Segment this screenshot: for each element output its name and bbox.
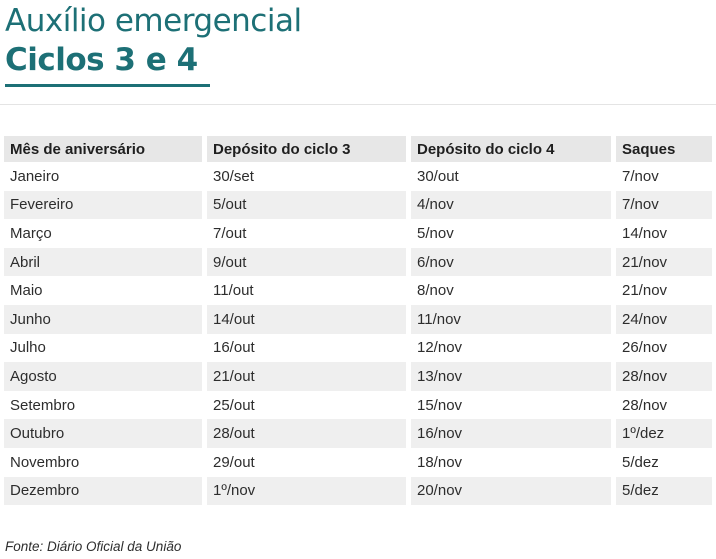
table-row: Agosto 21/out 13/nov 28/nov bbox=[4, 362, 712, 391]
cell-month: Abril bbox=[4, 247, 202, 277]
table-row: Fevereiro 5/out 4/nov 7/nov bbox=[4, 190, 712, 220]
cell-cycle3-date: 14/out bbox=[207, 304, 406, 334]
cell-cycle3-date: 28/out bbox=[207, 419, 406, 448]
cell-cycle3-date: 21/out bbox=[207, 362, 406, 391]
cell-withdrawal-date: 26/nov bbox=[616, 333, 712, 363]
cell-cycle3-date: 29/out bbox=[207, 447, 406, 477]
cell-cycle3-date: 5/out bbox=[207, 190, 406, 220]
table-header-row: Mês de aniversário Depósito do ciclo 3 D… bbox=[4, 136, 712, 162]
table-row: Outubro 28/out 16/nov 1º/dez bbox=[4, 419, 712, 448]
cell-month: Julho bbox=[4, 333, 202, 363]
cell-cycle3-date: 9/out bbox=[207, 247, 406, 277]
cell-cycle4-date: 13/nov bbox=[411, 362, 611, 391]
cell-cycle4-date: 20/nov bbox=[411, 476, 611, 506]
column-header-withdrawals: Saques bbox=[616, 136, 712, 162]
table-row: Março 7/out 5/nov 14/nov bbox=[4, 219, 712, 248]
source-note: Fonte: Diário Oficial da União bbox=[5, 539, 182, 554]
cell-withdrawal-date: 14/nov bbox=[616, 219, 712, 248]
column-header-cycle3-deposit: Depósito do ciclo 3 bbox=[207, 136, 406, 162]
cell-cycle3-date: 30/set bbox=[207, 162, 406, 191]
cell-month: Dezembro bbox=[4, 476, 202, 506]
cell-withdrawal-date: 28/nov bbox=[616, 362, 712, 391]
payment-schedule-table: Mês de aniversário Depósito do ciclo 3 D… bbox=[4, 136, 712, 506]
cell-cycle4-date: 5/nov bbox=[411, 219, 611, 248]
page-title: Auxílio emergencial Ciclos 3 e 4 bbox=[5, 1, 302, 87]
cell-month: Junho bbox=[4, 304, 202, 334]
cell-cycle4-date: 11/nov bbox=[411, 304, 611, 334]
table-row: Abril 9/out 6/nov 21/nov bbox=[4, 247, 712, 277]
cell-cycle3-date: 16/out bbox=[207, 333, 406, 363]
cell-cycle4-date: 8/nov bbox=[411, 276, 611, 305]
cell-month: Maio bbox=[4, 276, 202, 305]
cell-cycle4-date: 18/nov bbox=[411, 447, 611, 477]
cell-cycle3-date: 11/out bbox=[207, 276, 406, 305]
cell-month: Março bbox=[4, 219, 202, 248]
cell-cycle4-date: 30/out bbox=[411, 162, 611, 191]
cell-month: Fevereiro bbox=[4, 190, 202, 220]
table-row: Janeiro 30/set 30/out 7/nov bbox=[4, 162, 712, 191]
table-row: Julho 16/out 12/nov 26/nov bbox=[4, 333, 712, 363]
cell-withdrawal-date: 24/nov bbox=[616, 304, 712, 334]
column-header-cycle4-deposit: Depósito do ciclo 4 bbox=[411, 136, 611, 162]
table-row: Junho 14/out 11/nov 24/nov bbox=[4, 304, 712, 334]
cell-cycle3-date: 7/out bbox=[207, 219, 406, 248]
cell-withdrawal-date: 7/nov bbox=[616, 162, 712, 191]
column-header-month: Mês de aniversário bbox=[4, 136, 202, 162]
table-row: Dezembro 1º/nov 20/nov 5/dez bbox=[4, 476, 712, 506]
cell-month: Agosto bbox=[4, 362, 202, 391]
cell-month: Setembro bbox=[4, 390, 202, 420]
title-line-2: Ciclos 3 e 4 bbox=[5, 42, 210, 87]
cell-month: Janeiro bbox=[4, 162, 202, 191]
cell-cycle4-date: 4/nov bbox=[411, 190, 611, 220]
table-row: Setembro 25/out 15/nov 28/nov bbox=[4, 390, 712, 420]
cell-month: Outubro bbox=[4, 419, 202, 448]
cell-withdrawal-date: 5/dez bbox=[616, 447, 712, 477]
cell-withdrawal-date: 5/dez bbox=[616, 476, 712, 506]
cell-withdrawal-date: 21/nov bbox=[616, 276, 712, 305]
cell-cycle3-date: 25/out bbox=[207, 390, 406, 420]
cell-cycle4-date: 12/nov bbox=[411, 333, 611, 363]
divider-line bbox=[0, 104, 716, 105]
table-row: Novembro 29/out 18/nov 5/dez bbox=[4, 447, 712, 477]
title-line-1: Auxílio emergencial bbox=[5, 3, 302, 39]
cell-cycle4-date: 16/nov bbox=[411, 419, 611, 448]
table-row: Maio 11/out 8/nov 21/nov bbox=[4, 276, 712, 305]
cell-withdrawal-date: 28/nov bbox=[616, 390, 712, 420]
cell-withdrawal-date: 1º/dez bbox=[616, 419, 712, 448]
cell-withdrawal-date: 7/nov bbox=[616, 190, 712, 220]
cell-month: Novembro bbox=[4, 447, 202, 477]
cell-cycle4-date: 6/nov bbox=[411, 247, 611, 277]
cell-cycle3-date: 1º/nov bbox=[207, 476, 406, 506]
cell-withdrawal-date: 21/nov bbox=[616, 247, 712, 277]
cell-cycle4-date: 15/nov bbox=[411, 390, 611, 420]
